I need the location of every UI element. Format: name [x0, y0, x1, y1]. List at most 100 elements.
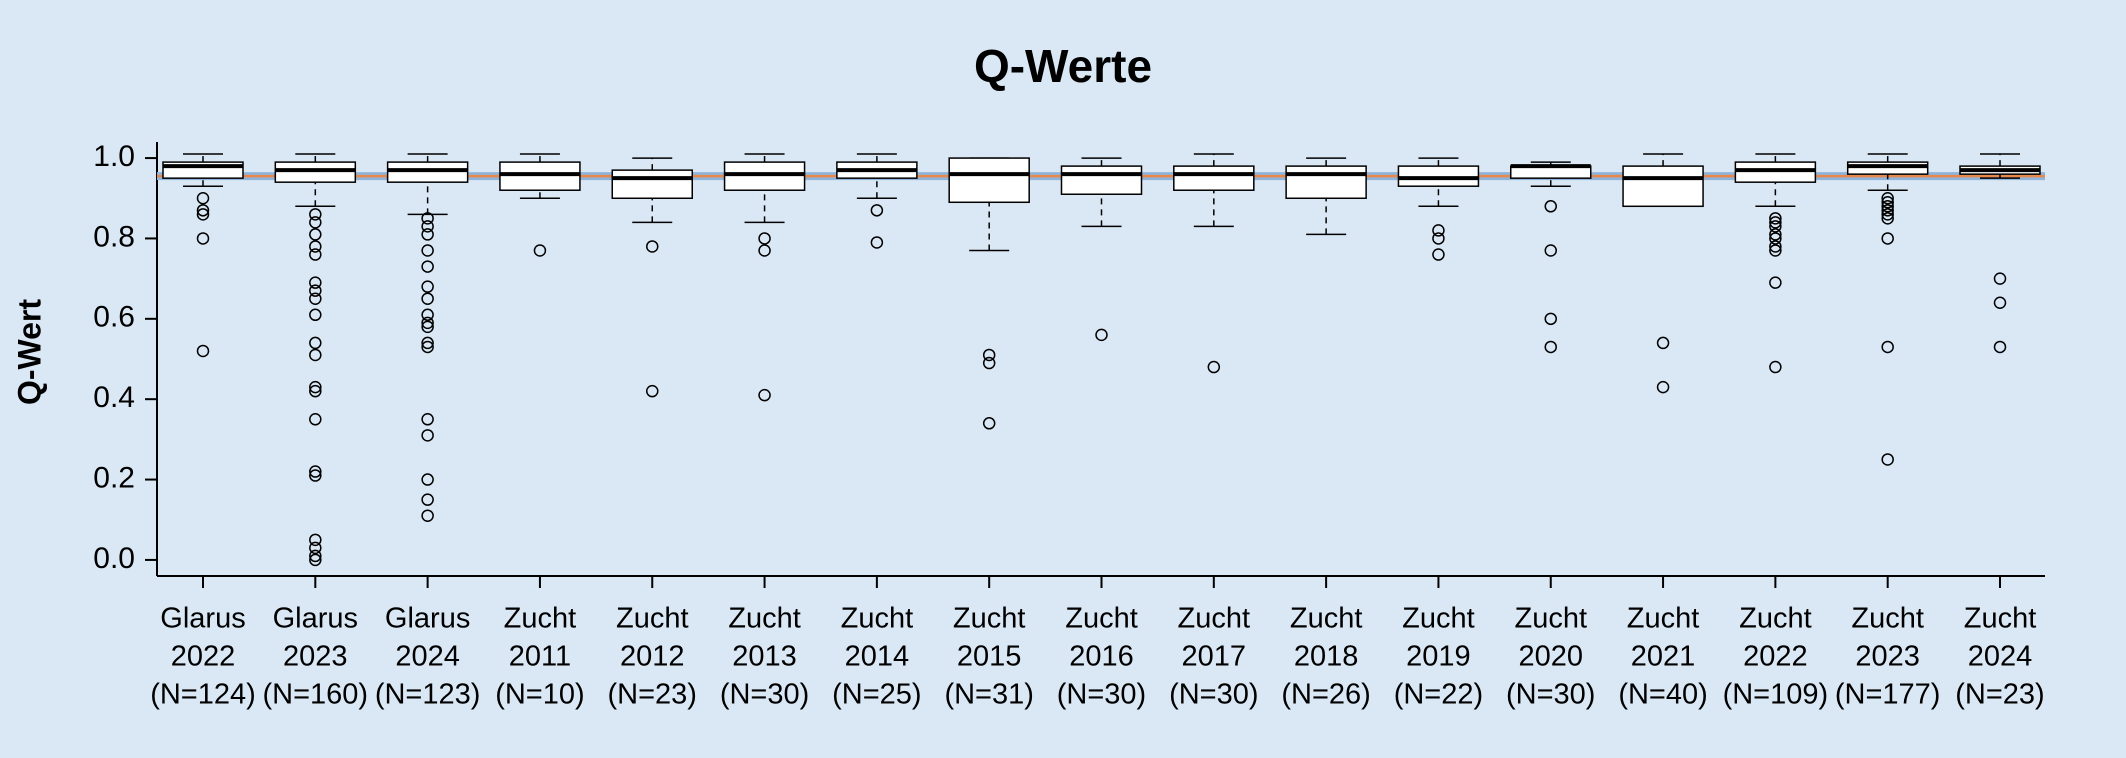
outlier: [1993, 272, 2007, 285]
x-tick-label: 2024: [395, 641, 460, 673]
x-tick-label: 2013: [732, 641, 797, 673]
box: [1622, 165, 1704, 208]
x-tick-label: (N=23): [608, 679, 697, 711]
outlier: [309, 413, 322, 426]
outlier: [1432, 224, 1445, 237]
outlier: [309, 384, 322, 398]
outlier: [1881, 200, 1894, 213]
x-tick-label: Zucht: [1851, 603, 1924, 635]
outlier: [309, 549, 322, 563]
box: [723, 161, 806, 191]
outlier: [309, 308, 322, 322]
outlier: [1769, 216, 1782, 229]
x-tick-label: Zucht: [1065, 603, 1138, 635]
box: [499, 161, 581, 191]
box: [1173, 165, 1255, 191]
outlier: [758, 244, 771, 257]
x-tick-label: Zucht: [1178, 603, 1251, 635]
outlier: [421, 244, 434, 257]
outlier: [309, 469, 322, 482]
x-tick-label: Zucht: [1290, 603, 1363, 635]
x-tick-label: (N=30): [1169, 679, 1258, 711]
y-axis-label: Q-Wert: [11, 299, 47, 405]
outlier: [196, 204, 210, 217]
x-tick-label: 2016: [1069, 641, 1134, 673]
box: [274, 161, 357, 183]
y-tick-label: 0.2: [93, 461, 135, 494]
outlier: [1769, 228, 1782, 241]
x-tick-label: 2023: [283, 641, 348, 673]
x-tick-label: Zucht: [1627, 603, 1700, 635]
outlier: [1769, 240, 1782, 253]
outlier: [309, 553, 322, 567]
x-tick-label: Zucht: [1739, 603, 1812, 635]
outlier: [309, 465, 322, 478]
x-tick-label: Zucht: [953, 603, 1026, 635]
outlier: [421, 228, 434, 241]
x-tick-label: Zucht: [1964, 603, 2037, 635]
outlier: [309, 380, 322, 394]
box: [948, 157, 1030, 204]
outlier: [309, 208, 322, 221]
outlier: [196, 208, 210, 221]
x-tick-label: 2011: [509, 641, 571, 673]
outlier: [421, 220, 434, 233]
outlier: [196, 344, 210, 358]
x-tick-label: (N=40): [1618, 679, 1707, 711]
outlier: [1993, 296, 2007, 309]
outlier: [1881, 196, 1894, 209]
outlier: [309, 533, 322, 547]
x-tick-label: (N=25): [832, 679, 921, 711]
x-tick-label: Glarus: [160, 603, 245, 635]
outlier: [1881, 208, 1894, 221]
outlier: [1769, 276, 1782, 289]
outlier: [1544, 312, 1557, 326]
x-tick-label: Zucht: [504, 603, 577, 635]
outlier: [309, 284, 322, 297]
outlier: [421, 473, 434, 486]
x-tick-label: Zucht: [841, 603, 914, 635]
x-tick-label: 2024: [1968, 641, 2033, 673]
outlier: [421, 320, 434, 334]
x-tick-label: 2019: [1406, 641, 1471, 673]
outlier: [1769, 212, 1782, 225]
outlier: [421, 429, 434, 442]
outlier: [982, 348, 996, 362]
outlier: [1769, 360, 1782, 374]
x-tick-label: 2022: [1743, 641, 1808, 673]
x-tick-label: Glarus: [385, 603, 470, 635]
x-tick-label: (N=31): [944, 679, 1033, 711]
outlier: [421, 292, 434, 305]
outlier: [1095, 328, 1108, 342]
outlier: [1993, 340, 2007, 354]
outlier: [196, 232, 210, 245]
outlier: [421, 212, 434, 225]
outlier: [1881, 212, 1894, 225]
outlier: [196, 192, 210, 205]
box: [611, 169, 693, 200]
outlier: [309, 248, 322, 261]
outlier: [421, 340, 434, 354]
box: [386, 161, 469, 183]
outlier: [421, 280, 434, 293]
outlier: [982, 356, 996, 370]
outlier: [758, 388, 771, 402]
y-tick-label: 0.4: [93, 381, 135, 414]
outlier: [309, 216, 322, 229]
x-tick-label: (N=23): [1955, 679, 2044, 711]
x-tick-label: (N=124): [150, 679, 256, 711]
outlier: [1207, 360, 1221, 374]
outlier: [421, 413, 434, 426]
x-tick-label: (N=26): [1281, 679, 1370, 711]
outlier: [1769, 232, 1782, 245]
x-tick-label: (N=177): [1835, 679, 1941, 711]
y-tick-label: 0.8: [93, 220, 135, 253]
box: [1397, 165, 1480, 187]
outlier: [421, 336, 434, 350]
outlier: [533, 244, 547, 257]
x-tick-label: 2017: [1182, 641, 1247, 673]
x-tick-label: 2021: [1631, 641, 1696, 673]
x-tick-label: 2023: [1855, 641, 1920, 673]
